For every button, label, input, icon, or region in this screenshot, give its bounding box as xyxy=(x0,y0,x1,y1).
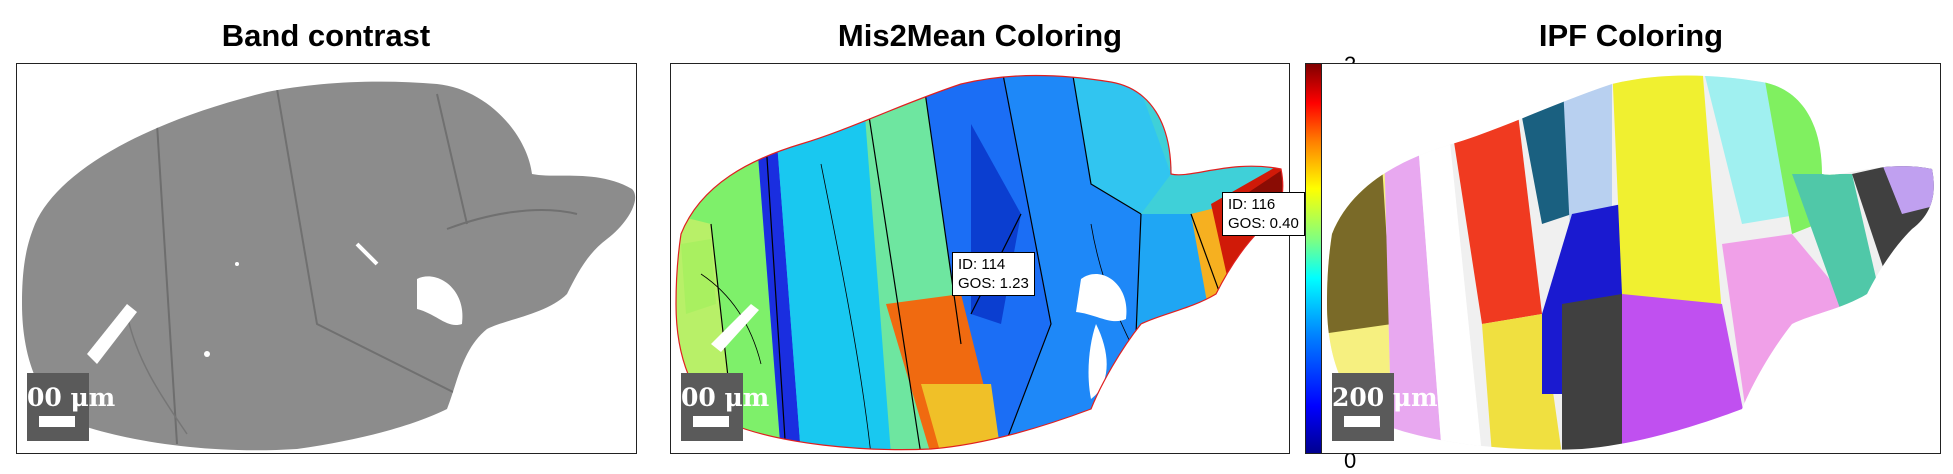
grain-id-label: ID: 114 xyxy=(958,256,1006,273)
ipf-image xyxy=(1327,75,1934,450)
panel-title-mis2mean: Mis2Mean Coloring xyxy=(837,18,1123,53)
mis2mean-map: 00 μm ID: 114 GOS: 1.23 xyxy=(670,63,1290,454)
panel-title-band-contrast: Band contrast xyxy=(221,18,431,53)
scale-bar: 200 μm xyxy=(1332,373,1438,441)
colorbar-min-label: 0 xyxy=(1344,448,1357,473)
band-contrast-map: 00 μm xyxy=(16,63,637,454)
grain-id-label: ID: 116 xyxy=(1228,196,1276,213)
scale-bar-label: 00 μm xyxy=(681,383,770,412)
grain-callout-116: ID: 116 GOS: 0.40 xyxy=(1222,192,1305,236)
panel-title-ipf: IPF Coloring xyxy=(1538,18,1724,53)
scale-bar: 00 μm xyxy=(27,373,116,441)
grain-gos-label: GOS: 0.40 xyxy=(1228,215,1299,232)
scale-bar-label: 200 μm xyxy=(1332,383,1438,412)
ipf-map: 200 μm xyxy=(1321,63,1941,454)
scale-bar-line xyxy=(693,416,729,427)
scale-bar: 00 μm xyxy=(681,373,770,441)
scale-bar-line xyxy=(39,416,75,427)
colorbar xyxy=(1305,63,1322,454)
grain-gos-label: GOS: 1.23 xyxy=(958,275,1029,292)
scale-bar-line xyxy=(1344,416,1380,427)
band-contrast-image xyxy=(22,81,636,451)
scale-bar-label: 00 μm xyxy=(27,383,116,412)
grain-callout-114: ID: 114 GOS: 1.23 xyxy=(952,252,1035,296)
